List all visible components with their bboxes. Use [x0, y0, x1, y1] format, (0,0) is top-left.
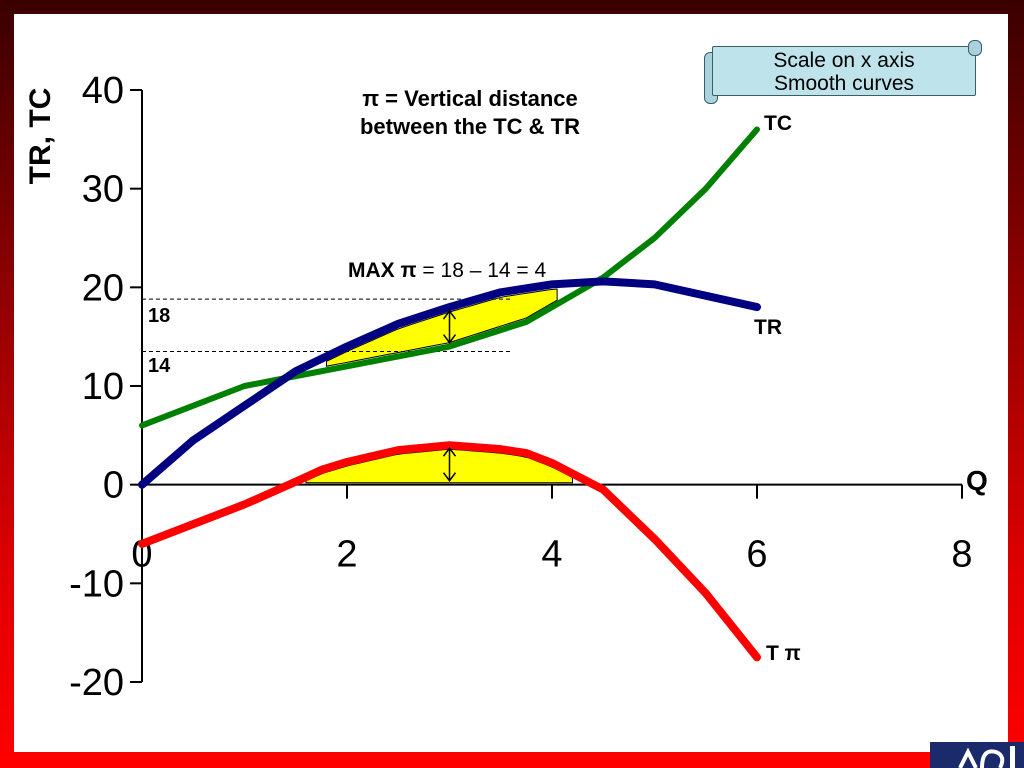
note-body: Scale on x axis Smooth curves — [712, 46, 976, 96]
note-line1: Scale on x axis — [773, 49, 915, 72]
y-axis-label: TR, TC — [24, 88, 57, 185]
series-label-tc: TC — [764, 112, 792, 135]
y-tick-label: 40 — [82, 70, 124, 112]
slide-canvas: 40 30 20 10 0 -10 -20 0 2 4 6 8 TR, TC Q π = Vertic… — [14, 14, 1008, 752]
y-tick-label: 0 — [103, 465, 124, 507]
corner-logo — [930, 742, 1024, 768]
reference-label-18: 18 — [148, 305, 170, 327]
max-pi-bold: MAX π — [348, 259, 417, 282]
x-axis-label: Q — [966, 465, 988, 496]
x-tick-label: 4 — [541, 534, 562, 576]
scroll-curl-right — [968, 40, 982, 56]
x-tick-label: 8 — [951, 534, 972, 576]
max-pi-formula: = 18 – 14 = 4 — [417, 259, 547, 282]
note-line2: Smooth curves — [773, 72, 915, 95]
y-tick-label: 30 — [82, 169, 124, 211]
reference-lines — [142, 298, 511, 352]
vertical-distance-arrows — [442, 309, 457, 482]
pi-definition-line2: between the TC & TR — [360, 114, 580, 139]
profit-area-between-curves — [326, 288, 558, 367]
arrow-head-bottom — [442, 334, 457, 344]
y-tick-label: -10 — [69, 563, 124, 605]
series-label-tr: TR — [754, 316, 782, 339]
series-line-tpi — [138, 441, 761, 662]
max-pi-annotation: MAX π = 18 – 14 = 4 — [348, 259, 547, 282]
arrow-profit-height — [442, 446, 457, 482]
reference-label-14: 14 — [148, 355, 171, 377]
x-tick-label: 2 — [336, 534, 357, 576]
arrow-tr-tc-gap — [442, 309, 457, 344]
arrow-head-top — [442, 446, 457, 457]
y-tick-label: 10 — [82, 366, 124, 408]
x-tick-label: 6 — [746, 534, 767, 576]
y-tick-label: -20 — [69, 662, 124, 704]
arrow-head-bottom — [442, 472, 457, 482]
y-tick-label: 20 — [82, 267, 124, 309]
series-group — [138, 126, 761, 662]
pi-definition-line1: π = Vertical distance — [362, 86, 578, 111]
series-line-tr — [138, 277, 761, 489]
note-scroll: Scale on x axis Smooth curves — [702, 40, 984, 104]
series-label-tpi: T π — [766, 642, 801, 665]
series-line-tc — [139, 126, 760, 429]
arrow-head-top — [442, 309, 457, 320]
